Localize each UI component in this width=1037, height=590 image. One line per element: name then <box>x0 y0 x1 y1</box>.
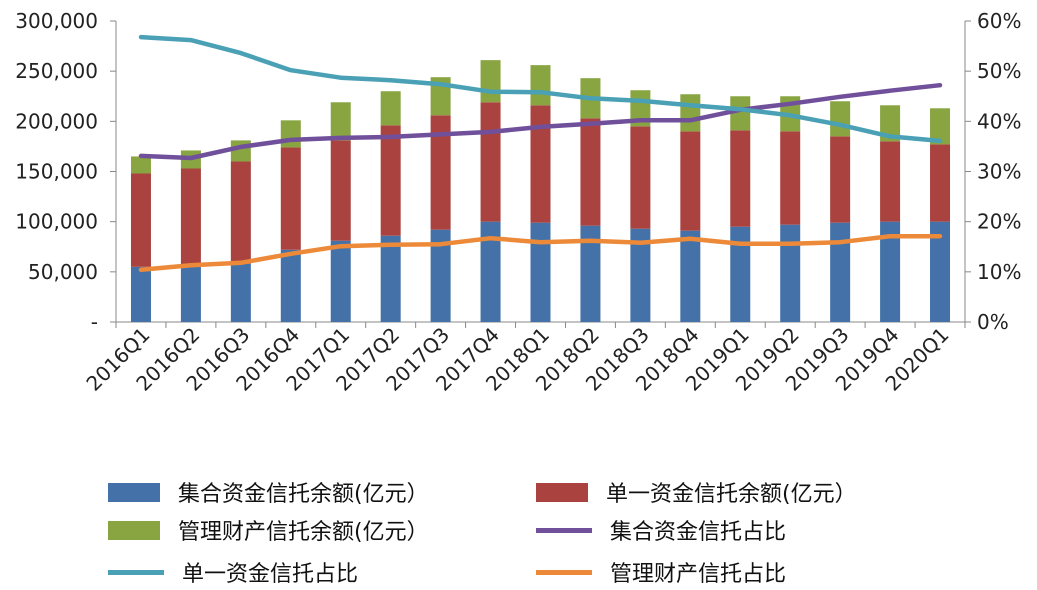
legend-label-single-ratio: 单一资金信托占比 <box>182 562 359 587</box>
legend-item-collective-ratio: 集合资金信托占比 <box>536 514 786 546</box>
managed-balance-bar <box>680 94 701 132</box>
single-balance-bar <box>480 102 501 222</box>
right-tick-label: 10% <box>977 260 1021 284</box>
collective-balance-bar <box>830 222 851 322</box>
collective-balance-bar <box>530 222 551 322</box>
legend-item-single: 单一资金信托余额(亿元） <box>536 476 857 508</box>
single-balance-bar <box>630 126 651 229</box>
right-tick-label: 0% <box>977 310 1009 334</box>
managed-balance-bar <box>230 140 251 162</box>
managed-balance-bar <box>280 120 301 148</box>
single-balance-bar <box>680 131 701 231</box>
left-tick-label: - <box>91 310 98 334</box>
single-balance-bar <box>730 130 751 227</box>
collective-balance-bar <box>930 221 951 322</box>
bar-layer <box>130 60 951 322</box>
collective-balance-bar <box>130 266 151 322</box>
right-tick-label: 30% <box>977 160 1021 184</box>
managed-balance-bar <box>730 96 751 131</box>
single-balance-bar <box>880 141 901 222</box>
collective-balance-bar <box>380 235 401 322</box>
single-balance-bar <box>380 125 401 236</box>
legend-label-collective: 集合资金信托余额(亿元） <box>178 482 429 507</box>
managed-balance-bar <box>530 65 551 106</box>
single-balance-bar <box>580 118 601 226</box>
collective-balance-bar <box>280 249 301 322</box>
legend-item-managed: 管理财产信托余额(亿元） <box>108 514 429 546</box>
legend-item-managed-ratio: 管理财产信托占比 <box>536 556 786 588</box>
collective-balance-bar <box>480 221 501 322</box>
left-tick-label: 150,000 <box>15 160 98 184</box>
single-balance-bar <box>130 173 151 267</box>
legend-swatch-single-ratio <box>108 569 164 575</box>
managed-balance-bar <box>380 91 401 126</box>
left-tick-label: 200,000 <box>15 109 98 133</box>
legend-item-collective: 集合资金信托余额(亿元） <box>108 476 429 508</box>
x-axis-ticks: 2016Q12016Q22016Q32016Q42017Q12017Q22017… <box>81 322 966 396</box>
collective-balance-bar <box>180 265 201 322</box>
managed-balance-bar <box>130 156 151 174</box>
managed-balance-bar <box>330 102 351 141</box>
legend-label-managed-ratio: 管理财产信托占比 <box>610 562 787 587</box>
single-balance-bar <box>530 105 551 223</box>
single-ratio-line <box>138 34 943 144</box>
single-balance-bar <box>180 168 201 266</box>
single-balance-bar <box>280 147 301 250</box>
right-tick-label: 20% <box>977 210 1021 234</box>
single-balance-bar <box>780 131 801 225</box>
collective-balance-bar <box>630 228 651 322</box>
single-balance-bar <box>830 136 851 223</box>
left-tick-label: 250,000 <box>15 59 98 83</box>
right-tick-label: 40% <box>977 109 1021 133</box>
collective-balance-bar <box>330 240 351 322</box>
single-balance-bar <box>930 144 951 222</box>
legend-swatch-managed-ratio <box>536 569 592 575</box>
single-balance-bar <box>230 161 251 264</box>
right-axis-ticks: 0% 10% 20% 30% 40% 50% 60% <box>965 9 1021 334</box>
legend-label-single: 单一资金信托余额(亿元） <box>606 482 857 507</box>
legend-swatch-collective-ratio <box>536 527 592 533</box>
single-balance-bar <box>330 140 351 241</box>
managed-balance-bar <box>480 60 501 103</box>
left-tick-label: 100,000 <box>15 210 98 234</box>
managed-balance-bar <box>880 105 901 142</box>
left-tick-label: 50,000 <box>28 260 98 284</box>
collective-balance-bar <box>580 225 601 322</box>
collective-balance-bar <box>730 226 751 322</box>
managed-balance-bar <box>930 108 951 145</box>
legend-label-managed: 管理财产信托余额(亿元） <box>178 520 429 545</box>
legend-swatch-collective <box>108 482 160 502</box>
collective-balance-bar <box>430 229 451 322</box>
collective-balance-bar <box>230 263 251 322</box>
collective-ratio-line <box>138 82 943 161</box>
legend-swatch-managed <box>108 520 160 540</box>
left-tick-label: 300,000 <box>15 9 98 33</box>
managed-ratio-line <box>138 233 943 273</box>
left-axis-ticks: - 50,000 100,000 150,000 200,000 250,000 300,0… <box>15 9 116 334</box>
right-tick-label: 50% <box>977 59 1021 83</box>
right-tick-label: 60% <box>977 9 1021 33</box>
legend-label-collective-ratio: 集合资金信托占比 <box>610 520 787 545</box>
collective-balance-bar <box>880 221 901 322</box>
legend-swatch-single <box>536 482 588 502</box>
collective-balance-bar <box>780 224 801 322</box>
managed-balance-bar <box>830 101 851 137</box>
legend-item-single-ratio: 单一资金信托占比 <box>108 556 358 588</box>
single-balance-bar <box>430 115 451 230</box>
collective-balance-bar <box>680 230 701 322</box>
line-layer <box>138 34 943 273</box>
